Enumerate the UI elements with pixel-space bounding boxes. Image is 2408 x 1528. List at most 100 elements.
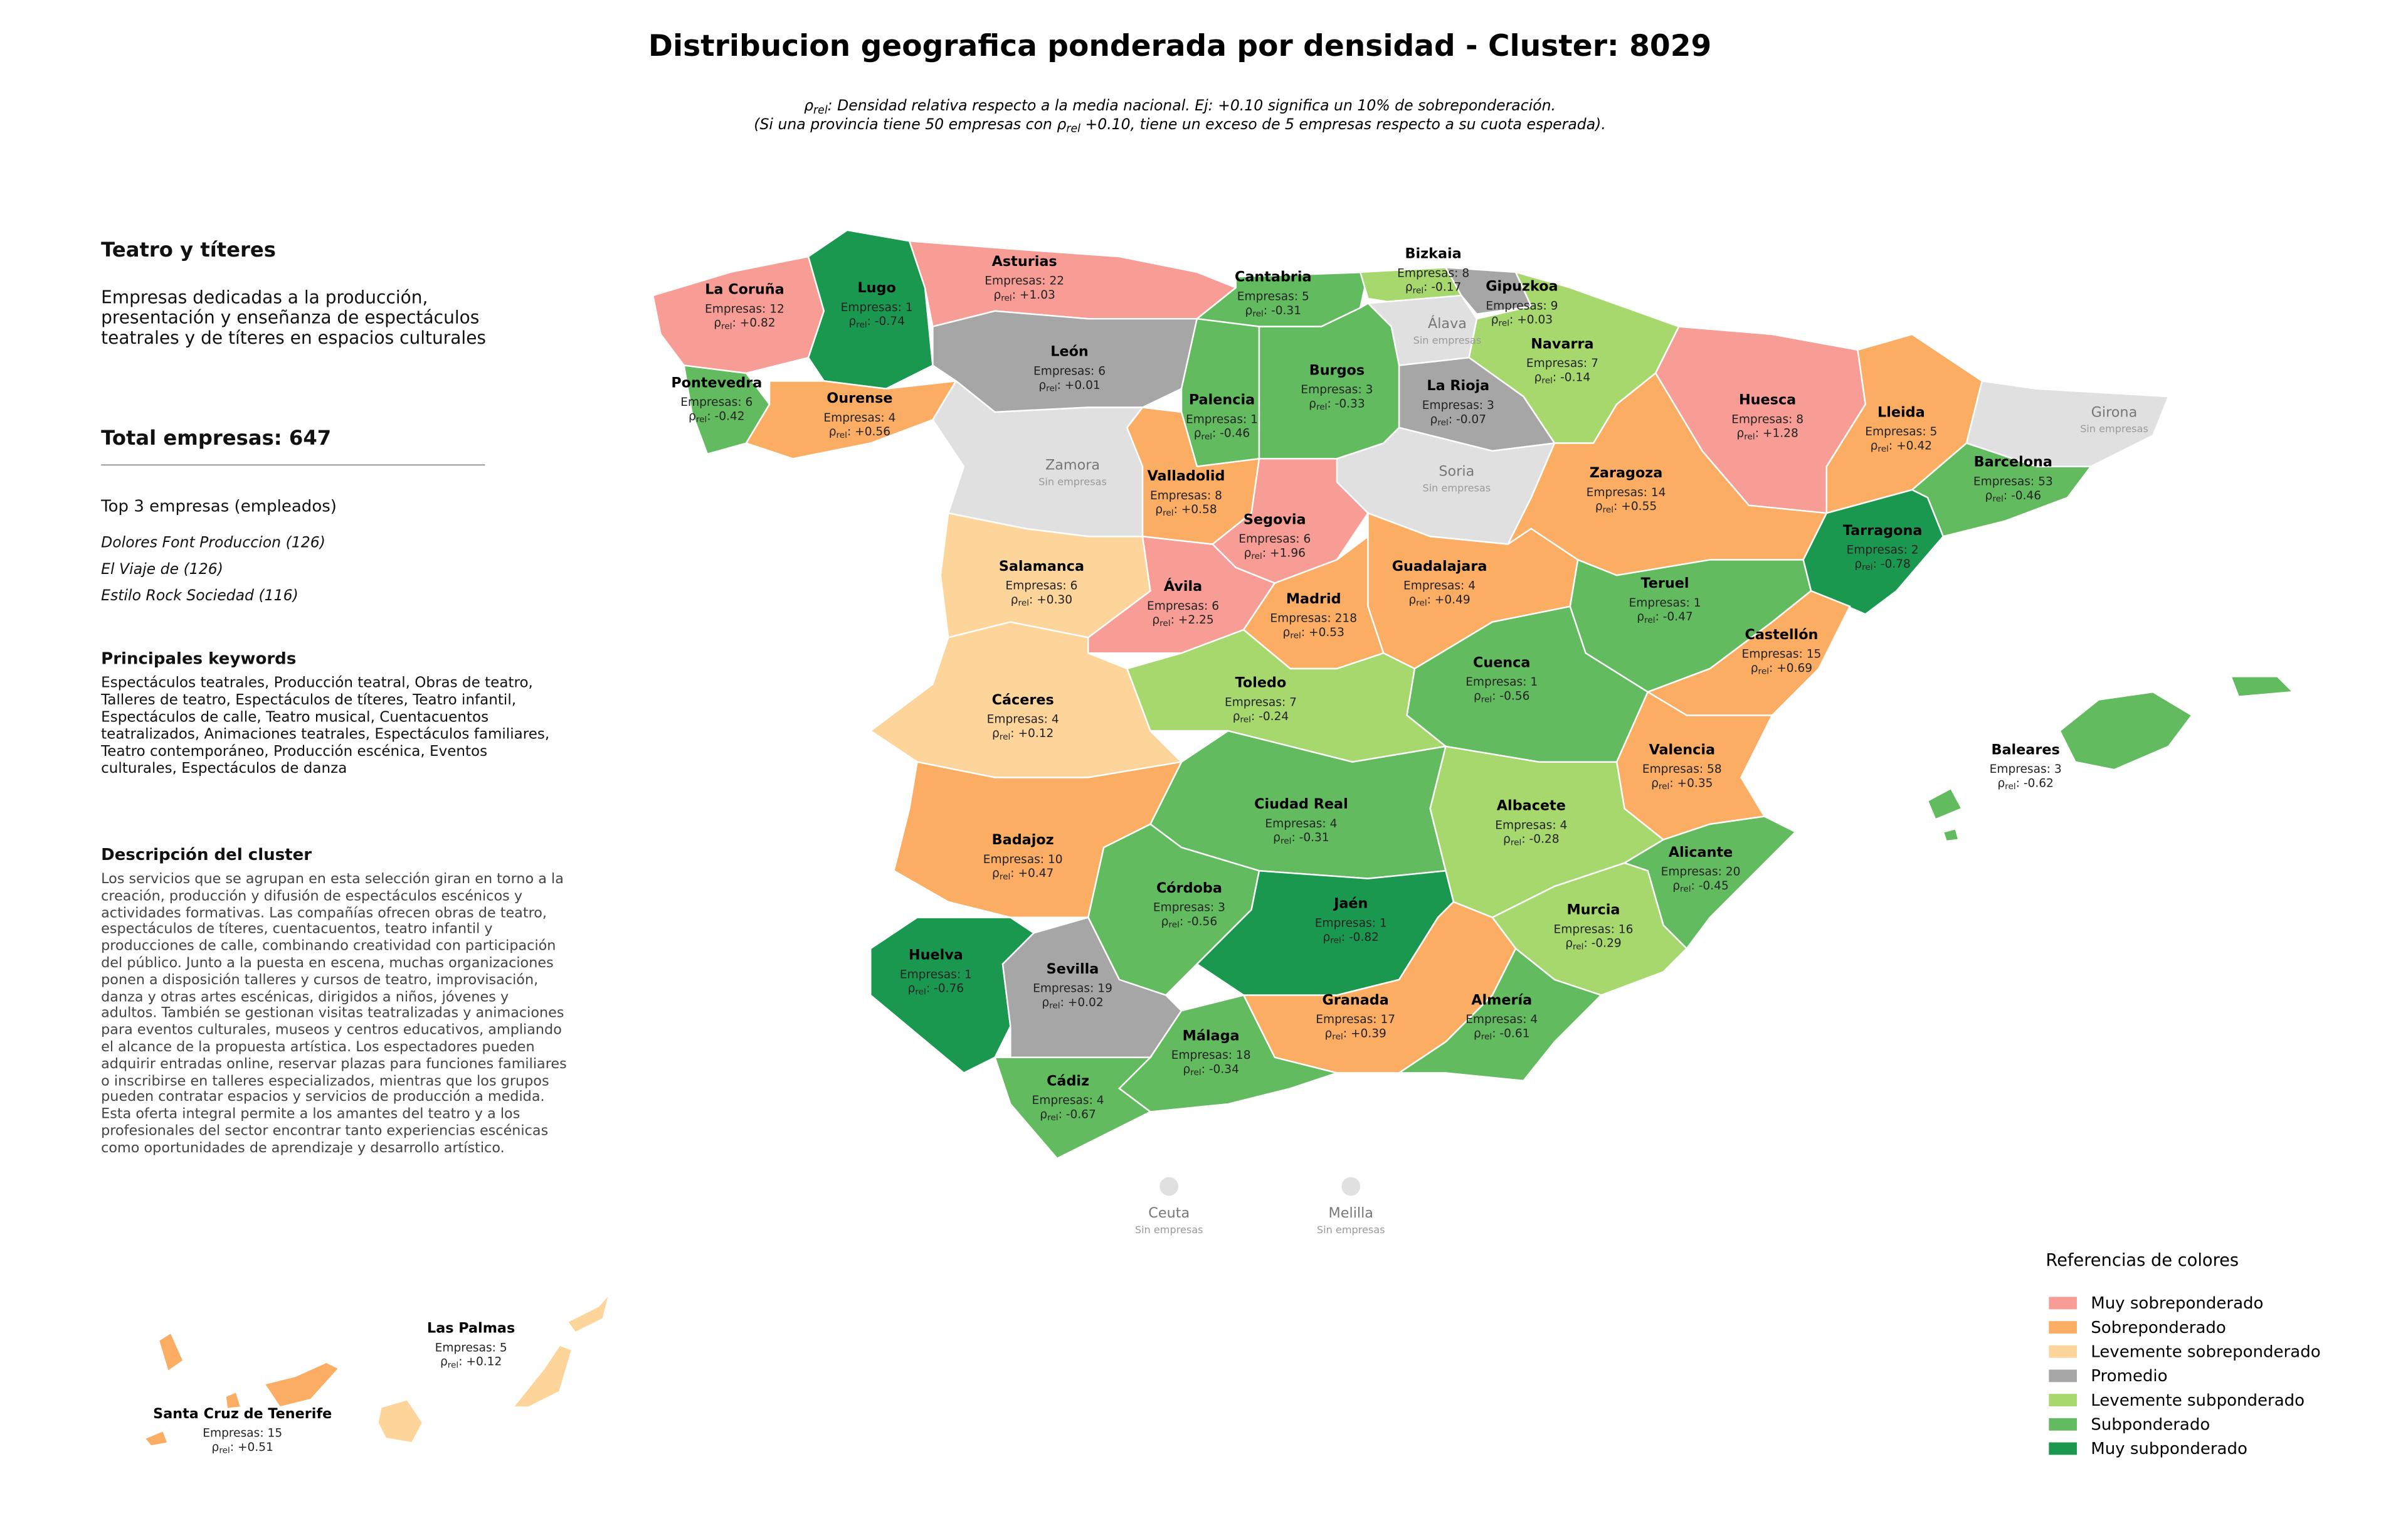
rho-value: +0.12	[1018, 727, 1054, 740]
rho-separator: :	[1521, 833, 1525, 846]
province-name: Álava	[1428, 314, 1467, 332]
province-rho: ρrel: +0.69	[1751, 662, 1812, 677]
province-count: Empresas: 7	[1526, 357, 1598, 370]
province-name: Ourense	[826, 390, 892, 406]
rho-separator: :	[1029, 593, 1033, 607]
rho-value: -0.33	[1335, 397, 1365, 410]
province-rho: ρrel: +1.03	[993, 289, 1055, 304]
rho-separator: :	[1060, 996, 1064, 1009]
province-rho: ρrel: -0.46	[1985, 489, 2042, 504]
rho-symbol: ρ	[1405, 281, 1413, 294]
province-name: Melilla	[1329, 1205, 1373, 1221]
province-count: Empresas: 22	[985, 275, 1064, 288]
count-value: 3	[1366, 383, 1373, 396]
province-name: Madrid	[1286, 591, 1341, 607]
count-label: Empresas:	[1237, 290, 1298, 303]
province-rho: ρrel: +1.96	[1244, 546, 1306, 561]
rho-symbol: ρ	[1283, 626, 1291, 639]
cluster-text: Los servicios que se agrupan en esta sel…	[101, 872, 567, 1157]
rho-separator: :	[230, 1441, 234, 1454]
rho-subscript: rel	[1413, 285, 1423, 295]
province-name: Málaga	[1183, 1027, 1240, 1044]
rho-symbol: ρ	[1736, 427, 1744, 440]
rho-value: -0.56	[1187, 915, 1217, 928]
rho-value: -0.47	[1663, 610, 1693, 623]
rho-separator: :	[1180, 915, 1183, 928]
province-name: Albacete	[1497, 798, 1566, 814]
rho-separator: :	[707, 410, 710, 423]
count-label: Empresas:	[1153, 901, 1214, 915]
rho-value: +0.12	[466, 1356, 502, 1369]
rho-symbol: ρ	[1534, 371, 1542, 384]
count-label: Empresas:	[1403, 580, 1464, 593]
rho-symbol: ρ	[908, 982, 916, 995]
province-rho: ρrel: -0.78	[1854, 558, 1911, 573]
province-rho: ρrel: -0.29	[1565, 937, 1622, 952]
province-name: Cádiz	[1047, 1073, 1089, 1089]
count-label: Empresas:	[1315, 916, 1376, 930]
rho-separator: :	[1769, 662, 1773, 675]
rho-subscript: rel	[1240, 714, 1251, 724]
rho-value: +0.56	[855, 425, 890, 438]
province-name: La Rioja	[1427, 378, 1489, 394]
count-label: Empresas:	[1495, 819, 1556, 832]
rho-value: -0.61	[1499, 1027, 1529, 1040]
rho-subscript: rel	[1511, 837, 1521, 847]
rho-value: -0.31	[1271, 304, 1301, 317]
rho-subscript: rel	[1499, 318, 1509, 328]
count-value: 3	[1487, 399, 1494, 412]
rho-symbol: ρ	[1637, 610, 1644, 623]
rho-separator: :	[1264, 304, 1267, 317]
legend-swatch	[2049, 1369, 2077, 1382]
rho-separator: :	[1343, 1027, 1347, 1040]
rho-subscript: rel	[1047, 1113, 1058, 1123]
province-rho: ρrel: +0.82	[714, 317, 775, 332]
province-rho: ρrel: -0.24	[1233, 710, 1289, 725]
rho-separator: :	[458, 1356, 462, 1369]
province-name: Bizkaia	[1405, 246, 1462, 262]
province-name: Murcia	[1566, 902, 1620, 918]
count-value: 1	[1250, 413, 1258, 426]
rho-symbol: ρ	[689, 410, 696, 423]
rho-value: +0.01	[1065, 379, 1101, 392]
count-label: Empresas:	[983, 853, 1044, 866]
province-rho: ρrel: -0.31	[1245, 304, 1302, 319]
province-name: Granada	[1323, 992, 1389, 1008]
rho-symbol: ρ	[1155, 503, 1163, 516]
rho-value: +0.35	[1677, 777, 1713, 790]
province-name: Barcelona	[1974, 454, 2052, 470]
rho-subscript: rel	[1330, 936, 1341, 946]
rho-value: -0.24	[1259, 710, 1289, 723]
rho-value: +1.03	[1020, 289, 1055, 302]
rho-subscript: rel	[1481, 694, 1492, 704]
province	[511, 1344, 573, 1408]
rho-separator: :	[1423, 281, 1427, 294]
count-value: 4	[1530, 1013, 1538, 1026]
count-label: Empresas:	[1301, 383, 1361, 396]
rho-value: +0.55	[1621, 500, 1657, 513]
count-value: 6	[746, 396, 753, 409]
province-count: Empresas: 4	[1495, 819, 1567, 832]
count-value: 4	[1097, 1094, 1104, 1107]
province	[1258, 302, 1400, 460]
rho-symbol: ρ	[1595, 500, 1603, 513]
count-value: 6	[1212, 600, 1219, 613]
rho-value: +0.69	[1777, 662, 1812, 675]
rho-separator: :	[1553, 371, 1556, 384]
legend-swatch	[2049, 1321, 2077, 1334]
count-value: 9	[1551, 299, 1558, 312]
rho-subscript: rel	[1680, 884, 1691, 894]
rho-subscript: rel	[1066, 123, 1080, 135]
province-rho: ρrel: +2.25	[1152, 613, 1213, 629]
rho-subscript: rel	[1573, 942, 1583, 952]
province-count: Empresas: 15	[1742, 648, 1822, 661]
province-rho: ρrel: -0.33	[1309, 397, 1365, 412]
count-value: 4	[889, 411, 896, 425]
province-count: Empresas: 8	[1397, 267, 1469, 280]
province-rho: ρrel: -0.14	[1534, 371, 1591, 386]
rho-value: -0.29	[1592, 937, 1622, 950]
province-name: Pontevedra	[671, 374, 762, 391]
rho-value: -0.62	[2024, 777, 2054, 790]
count-label: Empresas:	[985, 275, 1045, 288]
province-name: Soria	[1439, 464, 1474, 480]
